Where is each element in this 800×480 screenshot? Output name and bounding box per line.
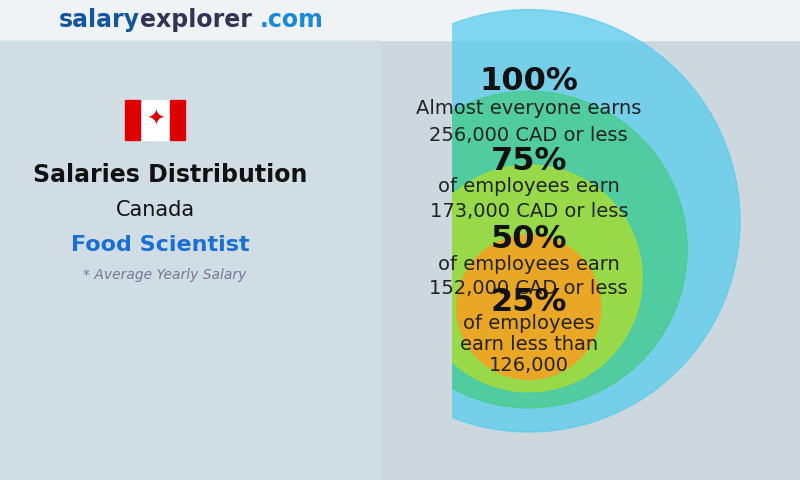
Text: 50%: 50%: [490, 225, 567, 255]
Text: 126,000: 126,000: [489, 356, 569, 375]
Text: 152,000 CAD or less: 152,000 CAD or less: [430, 278, 628, 298]
Text: 25%: 25%: [490, 287, 567, 318]
Text: Canada: Canada: [115, 200, 194, 220]
Bar: [125, 100, 185, 140]
Circle shape: [457, 235, 601, 379]
Text: 100%: 100%: [479, 66, 578, 97]
Text: Almost everyone earns: Almost everyone earns: [416, 99, 642, 118]
Text: salary: salary: [59, 8, 140, 32]
Text: of employees earn: of employees earn: [438, 177, 620, 196]
Circle shape: [415, 165, 642, 392]
Text: 173,000 CAD or less: 173,000 CAD or less: [430, 202, 628, 221]
Bar: [125, 100, 140, 140]
Text: * Average Yearly Salary: * Average Yearly Salary: [83, 268, 246, 282]
Bar: [0, 0, 800, 40]
Text: explorer: explorer: [140, 8, 252, 32]
Text: ✦: ✦: [146, 110, 164, 130]
Text: of employees earn: of employees earn: [438, 254, 620, 274]
Text: Salaries Distribution: Salaries Distribution: [33, 163, 307, 187]
Text: earn less than: earn less than: [460, 335, 598, 354]
Text: 256,000 CAD or less: 256,000 CAD or less: [430, 126, 628, 145]
Circle shape: [370, 91, 687, 408]
Text: .com: .com: [260, 8, 324, 32]
Text: 75%: 75%: [490, 146, 567, 177]
Circle shape: [318, 10, 740, 432]
Text: Food Scientist: Food Scientist: [70, 235, 250, 255]
Bar: [170, 100, 185, 140]
Bar: [0, 40, 380, 480]
Text: of employees: of employees: [463, 314, 594, 333]
